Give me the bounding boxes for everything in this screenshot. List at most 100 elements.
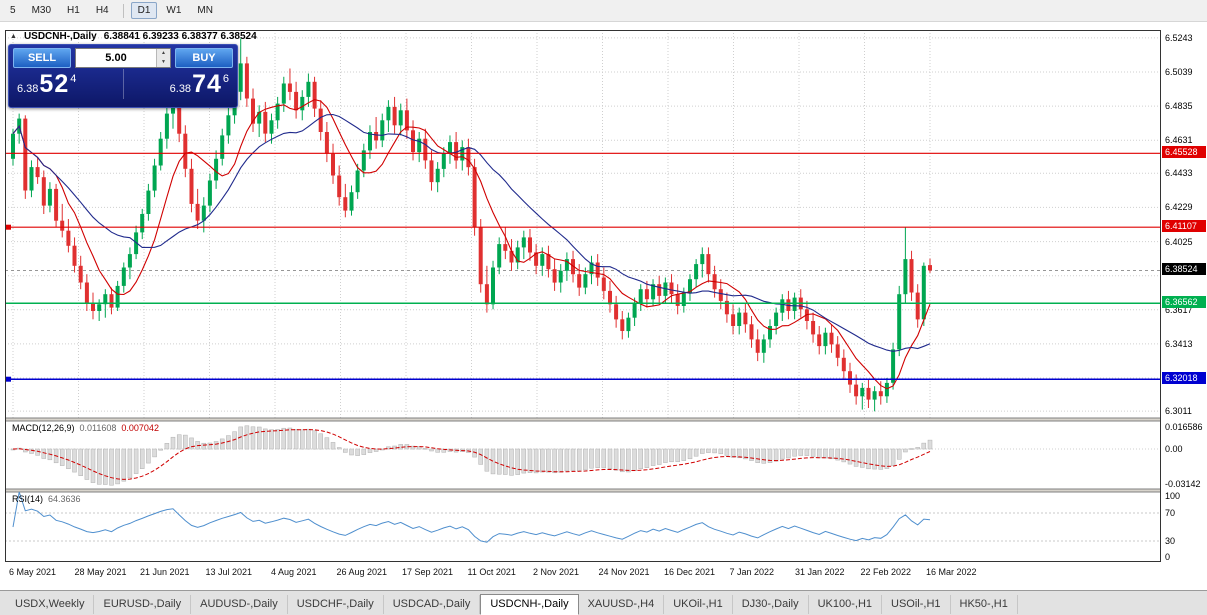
- chart-tab[interactable]: AUDUSD-,Daily: [191, 595, 288, 614]
- price-level-label: 6.41107: [1162, 220, 1206, 233]
- date-label: 2 Nov 2021: [533, 567, 580, 577]
- chart-tab[interactable]: USDCHF-,Daily: [288, 595, 384, 614]
- ma-line: [12, 113, 931, 352]
- timeframe-toolbar: 5 M30 H1 H4 D1 W1 MN: [0, 0, 1207, 22]
- timeframe-button-d1[interactable]: D1: [130, 2, 158, 19]
- sell-button[interactable]: SELL: [13, 48, 71, 68]
- rsi-axis-label: 100: [1165, 491, 1181, 501]
- buy-price-sup: 6: [222, 72, 229, 85]
- current-price-label: 6.38524: [1162, 263, 1206, 276]
- rsi-value: 64.3636: [48, 494, 81, 504]
- macd-signal-value: 0.007042: [121, 423, 159, 433]
- price-axis-label: 6.3011: [1165, 406, 1192, 417]
- chart-tab[interactable]: USDCAD-,Daily: [384, 595, 481, 614]
- macd-histogram: [10, 425, 933, 486]
- macd-signal-line: [12, 429, 931, 480]
- date-label: 21 Jun 2021: [140, 567, 190, 577]
- volume-value: 5.00: [105, 52, 127, 64]
- price-axis-label: 6.4835: [1165, 101, 1193, 112]
- rsi-axis-label: 0: [1165, 552, 1171, 562]
- symbol-label: USDCNH-,Daily: [23, 31, 97, 42]
- volume-spinner: ▲ ▼: [156, 49, 170, 67]
- chart-tab[interactable]: USDCNH-,Daily: [480, 594, 579, 615]
- ohlc-values: 6.38841 6.39233 6.38377 6.38524: [103, 31, 257, 42]
- sell-price[interactable]: 6.38 52 4: [17, 69, 77, 98]
- price-axis-label: 6.3413: [1165, 338, 1193, 349]
- buy-price-big: 74: [192, 69, 222, 98]
- volume-decrease-button[interactable]: ▼: [157, 58, 170, 67]
- price-axis-label: 6.4631: [1165, 135, 1193, 146]
- rsi-line: [12, 491, 931, 543]
- timeframe-button-h4[interactable]: H4: [89, 2, 116, 19]
- rsi-axis-label: 70: [1165, 508, 1176, 518]
- chart-tab[interactable]: UKOil-,H1: [664, 595, 733, 614]
- chart-tab[interactable]: USOil-,H1: [882, 595, 951, 614]
- macd-main-value: 0.011608: [79, 423, 117, 433]
- chart-tab[interactable]: HK50-,H1: [951, 595, 1018, 614]
- buy-price-prefix: 6.38: [169, 82, 192, 95]
- price-level-label: 6.45528: [1162, 146, 1206, 159]
- macd-label: MACD(12,26,9): [12, 423, 75, 433]
- macd-axis-label: 0.016586: [1165, 422, 1203, 432]
- timeframe-button-h1[interactable]: H1: [60, 2, 87, 19]
- price-axis-label: 6.3617: [1165, 304, 1193, 315]
- price-axis-label: 6.5243: [1165, 32, 1193, 43]
- date-label: 24 Nov 2021: [598, 567, 650, 577]
- date-axis[interactable]: 6 May 2021 28 May 2021 21 Jun 2021 13 Jul 2…: [5, 563, 1161, 587]
- ma-line: [12, 99, 931, 390]
- collapse-panel-icon[interactable]: ▲: [10, 33, 17, 40]
- buy-price[interactable]: 6.38 74 6: [169, 69, 229, 98]
- volume-increase-button[interactable]: ▲: [157, 49, 170, 58]
- candlestick-chart[interactable]: [5, 30, 1161, 562]
- date-label: 22 Feb 2022: [860, 567, 912, 577]
- price-axis-label: 6.4433: [1165, 168, 1193, 179]
- macd-header: MACD(12,26,9) 0.011608 0.007042: [12, 423, 159, 433]
- chart-tab[interactable]: EURUSD-,Daily: [94, 595, 192, 614]
- date-label: 7 Jan 2022: [729, 567, 775, 577]
- timeframe-button-mn[interactable]: MN: [190, 2, 220, 19]
- chart-tab[interactable]: UK100-,H1: [809, 595, 883, 614]
- toolbar-separator: [122, 3, 124, 18]
- price-level-label: 6.36562: [1162, 296, 1206, 309]
- panel-separator[interactable]: [5, 418, 1161, 421]
- price-axis-label: 6.5039: [1165, 66, 1193, 77]
- grid: [5, 30, 1161, 418]
- price-level-label: 6.32018: [1162, 372, 1206, 385]
- sell-price-prefix: 6.38: [17, 82, 39, 95]
- price-axis-label: 6.4025: [1165, 236, 1193, 247]
- sell-price-big: 52: [39, 69, 70, 98]
- level-line-anchor: [6, 376, 11, 382]
- panel-separator[interactable]: [5, 489, 1161, 492]
- date-label: 26 Aug 2021: [336, 567, 388, 577]
- chart-tabs: USDX,Weekly EURUSD-,Daily AUDUSD-,Daily USD…: [0, 590, 1207, 615]
- buy-button[interactable]: BUY: [175, 48, 233, 68]
- date-label: 31 Jan 2022: [795, 567, 845, 577]
- ohlc-readout: ▲ USDCNH-,Daily 6.38841 6.39233 6.38377 …: [10, 31, 257, 42]
- chart-tab[interactable]: XAUUSD-,H4: [579, 595, 665, 614]
- date-label: 4 Aug 2021: [271, 567, 317, 577]
- timeframe-button-w1[interactable]: W1: [159, 2, 188, 19]
- date-label: 11 Oct 2021: [467, 567, 516, 577]
- date-label: 6 May 2021: [9, 567, 57, 577]
- date-label: 13 Jul 2021: [205, 567, 253, 577]
- one-click-trading-panel: SELL 5.00 ▲ ▼ BUY 6.38 52 4 6.38 74 6: [8, 44, 238, 108]
- date-label: 17 Sep 2021: [402, 567, 454, 577]
- rsi-header: RSI(14) 64.3636: [12, 494, 81, 504]
- candles: [11, 38, 932, 412]
- macd-axis-label: -0.03142: [1165, 479, 1201, 489]
- sell-price-sup: 4: [70, 72, 77, 85]
- date-label: 28 May 2021: [74, 567, 127, 577]
- macd-axis-label: 0.00: [1165, 444, 1183, 455]
- timeframe-button-5[interactable]: 5: [3, 2, 23, 19]
- volume-input[interactable]: 5.00 ▲ ▼: [75, 48, 171, 68]
- date-label: 16 Mar 2022: [926, 567, 977, 577]
- rsi-axis-label: 30: [1165, 536, 1176, 546]
- chart-tab[interactable]: DJ30-,Daily: [733, 595, 809, 614]
- timeframe-button-m30[interactable]: M30: [25, 2, 58, 19]
- price-axis[interactable]: 6.5243 6.5039 6.4835 6.4631 6.4433 6.4229 6.40…: [1162, 30, 1207, 562]
- chart-tab[interactable]: USDX,Weekly: [6, 595, 95, 614]
- level-line-anchor: [6, 224, 11, 230]
- date-label: 16 Dec 2021: [664, 567, 716, 577]
- rsi-label: RSI(14): [12, 494, 44, 504]
